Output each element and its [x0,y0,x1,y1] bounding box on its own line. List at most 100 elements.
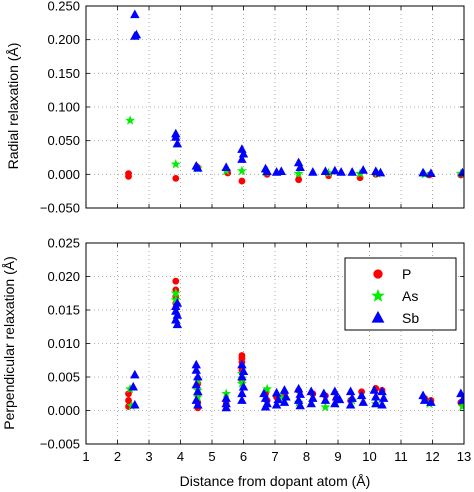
marker-sb [281,391,291,401]
marker-as [192,391,203,402]
y-tick-label: 0.025 [47,236,80,251]
x-tick-label: 7 [271,449,278,464]
y-tick-label: 0.200 [47,32,80,47]
marker-sb [293,383,304,393]
marker-sb [130,399,140,409]
marker-sb [418,390,428,400]
marker-sb [238,148,249,158]
marker-as [320,401,331,412]
marker-as [262,383,273,394]
marker-sb [336,167,346,176]
marker-sb [279,385,290,394]
marker-sb [330,386,340,396]
marker-sb [358,397,368,406]
marker-sb [238,366,249,376]
marker-p [125,172,132,180]
axis-ticks: −0.050 0.000 0.050 0.100 0.150 0.200 0.250 [40,0,465,216]
marker-sb [457,395,464,404]
y-tick-label: −0.005 [40,437,80,452]
legend-label-as: As [402,288,418,304]
marker-sb [172,319,183,329]
marker-sb [334,394,345,404]
y-tick-label: −0.050 [40,201,80,216]
marker-sb [426,397,436,406]
marker-sb [193,163,203,172]
marker-as [126,400,137,411]
y-tick-label: 0.000 [47,167,80,182]
marker-sb [293,157,304,167]
data-markers [125,9,464,185]
x-tick-label: 11 [394,449,408,464]
marker-sb [130,369,140,379]
marker-sb [130,9,140,19]
marker-sb [347,167,357,176]
marker-sb [378,393,389,402]
marker-sb [456,388,464,398]
legend-marker-as [371,288,385,302]
marker-sb [171,132,181,141]
marker-sb [237,371,247,381]
marker-as [125,115,136,125]
marker-sb [221,162,231,171]
x-axis-label: Distance from dopant atom (Å) [180,473,371,489]
marker-sb [191,365,201,374]
marker-sb [130,31,140,40]
marker-sb [172,298,183,307]
radial-relaxation-panel: −0.050 0.000 0.050 0.100 0.150 0.200 0.250 Rad… [5,0,465,216]
marker-sb [128,381,138,391]
perpendicular-relaxation-panel: 1 2 3 4 5 6 7 8 9 10 11 12 13−0.0050.0000.0050.0100.… [1,236,471,490]
marker-as [276,391,287,402]
x-tick-label: 13 [457,449,471,464]
y-tick-label: 0.005 [47,370,80,385]
data-markers [125,277,464,412]
marker-as [236,165,247,176]
marker-p [238,177,246,185]
marker-sb [191,379,201,389]
marker-sb [330,165,340,175]
marker-sb [419,395,430,404]
marker-sb [279,397,290,406]
x-tick-label: 5 [208,449,215,464]
marker-sb [295,389,305,398]
marker-sb [237,144,247,153]
marker-sb [221,402,231,412]
marker-sb [308,393,318,402]
marker-sb [191,359,201,369]
x-tick-label: 4 [177,449,184,464]
marker-sb [418,167,428,177]
legend-marker-p [373,269,383,279]
marker-sb [237,359,247,369]
y-axis-label-perpendicular: Perpendicular relaxation (Å) [1,256,17,430]
legend-label-p: P [402,266,411,282]
marker-sb [260,401,271,411]
legend-label-sb: Sb [402,310,419,326]
marker-sb [345,399,356,409]
legend-marker-sb [371,310,385,323]
legend-box [344,257,457,331]
marker-sb [369,385,379,394]
marker-sb [262,166,272,176]
marker-sb [375,167,386,177]
legend: P As Sb [344,257,457,331]
marker-sb [295,162,305,171]
marker-sb [260,393,271,402]
y-tick-label: 0.150 [47,66,80,81]
marker-as [170,288,181,298]
y-tick-label: 0.100 [47,100,80,115]
marker-p [172,277,180,285]
marker-as [293,168,304,178]
marker-sb [295,400,305,410]
marker-sb [356,390,367,400]
grid-lines [86,243,464,444]
x-tick-label: 3 [145,449,152,464]
y-tick-label: 0.000 [47,403,80,418]
marker-sb [330,398,340,408]
marker-sb [306,398,316,408]
x-tick-label: 1 [82,449,89,464]
marker-sb [377,386,387,396]
x-tick-label: 12 [425,449,439,464]
x-tick-label: 10 [362,449,376,464]
y-tick-label: 0.015 [47,303,80,318]
x-tick-label: 2 [114,449,121,464]
